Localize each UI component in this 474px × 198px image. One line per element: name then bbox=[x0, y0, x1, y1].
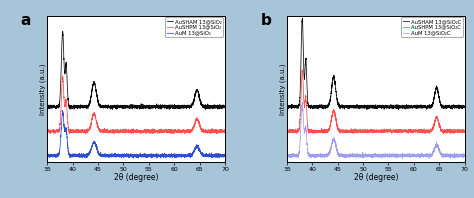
Legend: AuSHAM 13@SiO₂C, AuSHPM 13@SiO₂C, AuM 13@SiO₂C: AuSHAM 13@SiO₂C, AuSHPM 13@SiO₂C, AuM 13… bbox=[401, 17, 463, 37]
Text: a: a bbox=[21, 13, 31, 28]
X-axis label: 2θ (degree): 2θ (degree) bbox=[114, 173, 158, 182]
Text: b: b bbox=[260, 13, 271, 28]
X-axis label: 2θ (degree): 2θ (degree) bbox=[354, 173, 398, 182]
Y-axis label: Intensity (a.u.): Intensity (a.u.) bbox=[279, 63, 286, 115]
Legend: AuSHAM 13@SiO₂, AuSHPM 13@SiO₂, AuM 13@SiO₂: AuSHAM 13@SiO₂, AuSHPM 13@SiO₂, AuM 13@S… bbox=[165, 17, 223, 37]
Y-axis label: Intensity (a.u.): Intensity (a.u.) bbox=[39, 63, 46, 115]
